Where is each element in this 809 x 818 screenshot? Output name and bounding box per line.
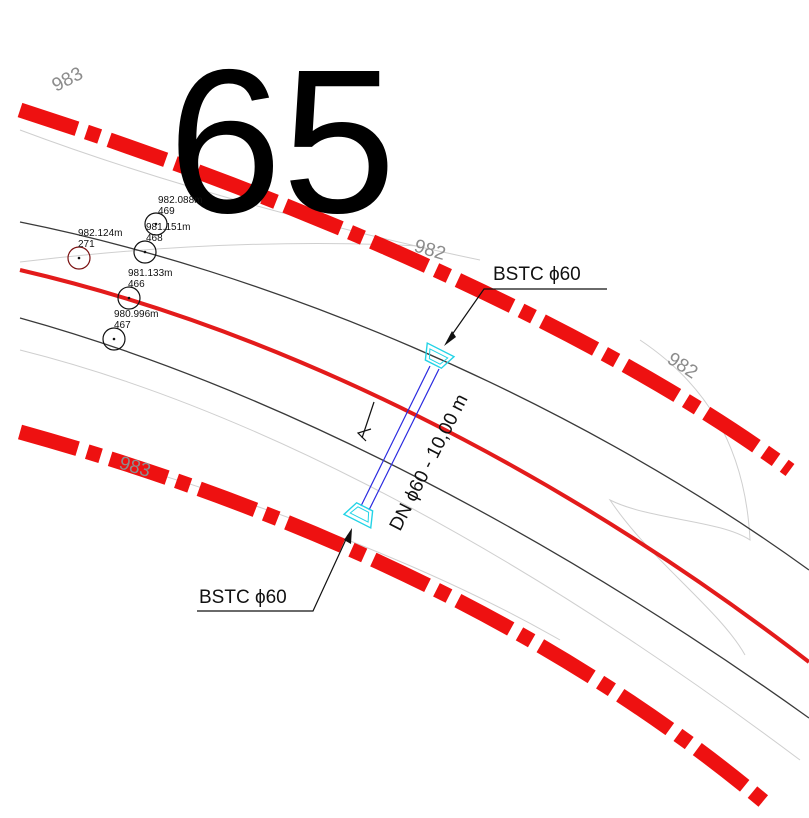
survey-point-marker bbox=[102, 327, 126, 351]
contour-lines bbox=[19, 129, 801, 761]
survey-point-467: 980.996m 467 bbox=[102, 309, 158, 351]
survey-point-elevation: 981.151m bbox=[146, 222, 190, 233]
inlet-headwall bbox=[424, 341, 456, 370]
contour-line-983-top bbox=[19, 129, 481, 261]
headwall-outer bbox=[424, 341, 456, 370]
survey-point-466: 981.133m 466 bbox=[117, 268, 172, 310]
contour-label-983-bottom: 983 bbox=[117, 453, 153, 482]
survey-point-id: 466 bbox=[128, 279, 145, 290]
pipe-wall-right bbox=[368, 368, 440, 511]
survey-point-468: 981.151m 468 bbox=[133, 222, 190, 264]
row-boundaries bbox=[17, 102, 795, 811]
headwall-inner bbox=[349, 506, 370, 523]
survey-point-id: 467 bbox=[114, 320, 131, 331]
survey-points: 982.088m 469 981.151m 468 982.124m 271 9… bbox=[67, 195, 202, 351]
survey-point-dot bbox=[154, 222, 158, 226]
road-edge-lower bbox=[19, 317, 809, 719]
pipe-size-label: DN ϕ60 - 10,00 m bbox=[386, 391, 473, 534]
road-edge-upper bbox=[19, 221, 809, 571]
road-edges bbox=[19, 221, 809, 719]
survey-point-dot bbox=[143, 250, 147, 254]
contour-label-982-right: 982 bbox=[663, 349, 701, 384]
headwall-outer bbox=[342, 501, 374, 530]
contour-line-lower bbox=[19, 349, 801, 761]
outlet-headwall bbox=[342, 501, 374, 530]
contour-line-982-mid bbox=[19, 242, 421, 263]
outlet-callout: BSTC ϕ60 bbox=[197, 528, 352, 612]
headwall-inner bbox=[428, 348, 449, 365]
survey-point-dot bbox=[77, 256, 81, 260]
survey-point-id: 469 bbox=[158, 206, 175, 217]
row-boundary-upper bbox=[17, 102, 795, 477]
survey-point-dot bbox=[127, 296, 131, 300]
survey-point-marker bbox=[133, 240, 157, 264]
inlet-callout: BSTC ϕ60 bbox=[444, 264, 607, 346]
survey-point-id: 271 bbox=[78, 239, 95, 250]
survey-point-elevation: 982.124m bbox=[78, 228, 122, 239]
flow-arrow-head bbox=[356, 428, 372, 442]
flow-arrow-shaft bbox=[361, 401, 375, 439]
survey-point-elevation: 980.996m bbox=[114, 309, 158, 320]
survey-point-id: 468 bbox=[146, 233, 163, 244]
survey-point-elevation: 981.133m bbox=[128, 268, 172, 279]
contour-label-983-top: 983 bbox=[49, 63, 87, 96]
callout-leader-outlet bbox=[197, 534, 349, 612]
survey-point-marker bbox=[144, 212, 168, 236]
station-number: 65 bbox=[168, 27, 396, 256]
flow-direction-arrow bbox=[356, 401, 375, 442]
culvert-pipe bbox=[360, 365, 440, 511]
row-boundary-lower bbox=[17, 424, 773, 811]
survey-point-469: 982.088m 469 bbox=[144, 195, 202, 236]
survey-point-marker bbox=[117, 286, 141, 310]
road-centerline bbox=[19, 268, 809, 664]
survey-point-dot bbox=[112, 337, 116, 341]
outlet-label: BSTC ϕ60 bbox=[199, 587, 287, 608]
survey-point-elevation: 982.088m bbox=[158, 195, 202, 206]
survey-point-marker bbox=[67, 246, 91, 270]
pipe-wall-left bbox=[360, 365, 431, 507]
contour-line-982-right bbox=[608, 339, 751, 656]
survey-point-271: 982.124m 271 bbox=[67, 228, 122, 270]
callout-arrowhead-inlet bbox=[444, 331, 456, 346]
inlet-label: BSTC ϕ60 bbox=[493, 264, 581, 285]
callout-leader-inlet bbox=[448, 288, 607, 340]
callout-arrowhead-outlet bbox=[344, 528, 352, 544]
